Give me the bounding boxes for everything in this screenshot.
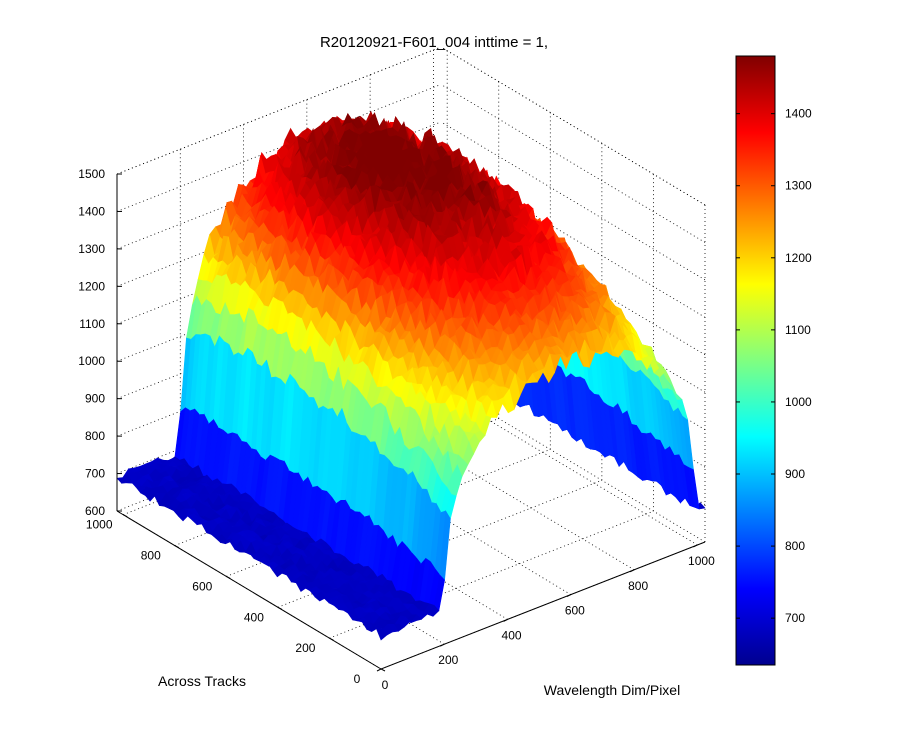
x-axis-line (380, 541, 706, 670)
colorbar-tick-label: 800 (785, 539, 805, 553)
colorbar-tick-label: 1300 (785, 179, 812, 193)
z-tick-label: 1000 (78, 354, 105, 368)
colorbar-tick-label: 1200 (785, 251, 812, 265)
y-axis-label: Across Tracks (158, 673, 246, 689)
z-tick-label: 800 (85, 429, 105, 443)
y-tick-label: 200 (295, 641, 315, 655)
y-tick-label: 600 (192, 579, 212, 593)
y-tick-label: 800 (141, 549, 161, 563)
colorbar-tick-label: 900 (785, 467, 805, 481)
z-tick-label: 1500 (78, 167, 105, 181)
x-tick-mark (566, 594, 572, 598)
x-tick-label: 400 (502, 628, 522, 642)
x-tick-label: 800 (628, 579, 648, 593)
y-axis-line (116, 510, 382, 670)
y-tick-label: 1000 (86, 518, 113, 532)
grid-line (440, 46, 706, 206)
z-tick-label: 1100 (79, 317, 105, 331)
x-tick-mark (376, 668, 382, 672)
z-tick-label: 1300 (78, 242, 105, 256)
z-tick-label: 700 (85, 467, 105, 481)
x-tick-label: 0 (382, 678, 389, 692)
x-tick-label: 1000 (688, 554, 715, 568)
colorbar-tick-label: 1400 (785, 107, 812, 121)
grid-line (440, 121, 706, 281)
y-tick-mark (329, 637, 334, 641)
z-tick-label: 600 (85, 504, 105, 518)
chart-title: R20120921-F601_004 inttime = 1, (320, 34, 548, 51)
colorbar-ticks: 700 800 900 1000 1100 1200 1300 1400 (736, 107, 812, 625)
x-tick-mark (440, 643, 445, 647)
x-tick-mark (503, 618, 508, 622)
y-tick-mark (174, 545, 179, 549)
x-tick-mark (629, 569, 635, 573)
grid-line (440, 84, 706, 243)
z-tick-label: 1400 (78, 204, 105, 218)
colorbar-tick-label: 1100 (785, 323, 811, 337)
y-tick-mark (122, 514, 128, 518)
x-tick-label: 600 (565, 604, 585, 618)
x-tick-label: 200 (438, 653, 458, 667)
y-tick-mark (277, 606, 283, 610)
y-tick-mark (380, 668, 386, 672)
surface-patch (375, 627, 388, 641)
surface-mesh (116, 110, 706, 641)
colorbar-tick-label: 1000 (785, 395, 812, 409)
x-tick-mark (693, 544, 698, 548)
colorbar (735, 55, 776, 666)
z-tick-label: 1200 (78, 279, 105, 293)
axes (116, 174, 706, 670)
y-tick-mark (226, 575, 231, 579)
y-tick-label: 400 (244, 610, 264, 624)
z-tick-label: 900 (85, 392, 105, 406)
x-axis-label: Wavelength Dim/Pixel (544, 682, 680, 698)
tick-labels: 0200400600800100002004006008001000600700… (78, 167, 715, 692)
colorbar-tick-label: 700 (785, 611, 805, 625)
y-tick-label: 0 (354, 672, 361, 686)
